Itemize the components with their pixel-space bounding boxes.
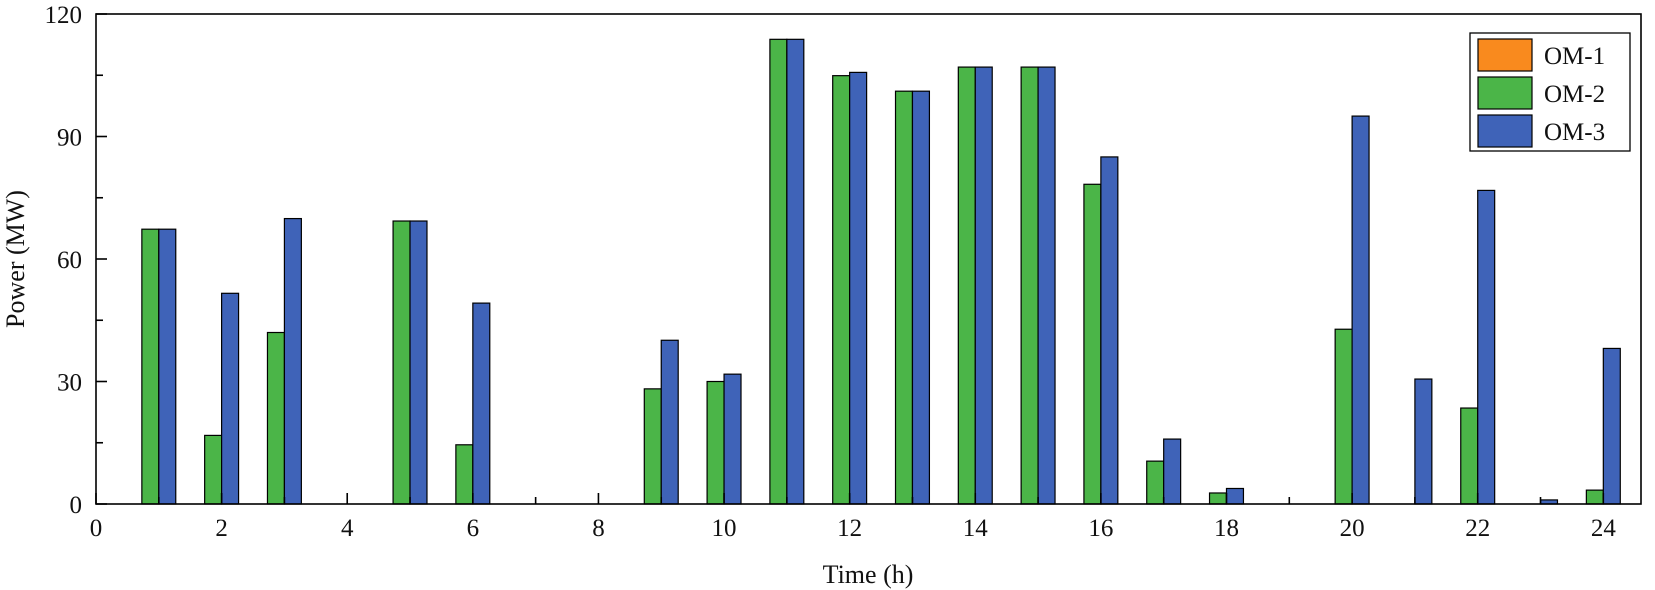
x-tick-label: 4 <box>341 515 354 542</box>
bar-om-2-t2 <box>204 434 223 505</box>
bar-om-3-t10 <box>723 373 742 505</box>
bar-om-3-t17 <box>1163 438 1182 505</box>
bar-om-2-t10 <box>706 380 725 505</box>
bar-om-3-t1 <box>158 228 177 505</box>
x-tick-label: 16 <box>1088 515 1113 542</box>
bar-om-2-t15 <box>1020 66 1039 505</box>
x-tick-label: 12 <box>837 515 862 542</box>
x-tick-label: 10 <box>712 515 737 542</box>
y-tick-label: 60 <box>57 247 82 274</box>
legend-swatch-om-3 <box>1477 114 1533 148</box>
bar-om-3-t9 <box>660 339 679 505</box>
bar-om-3-t11 <box>786 38 805 505</box>
legend: OM-1 OM-2 OM-3 <box>1469 32 1631 152</box>
bar-om-2-t3 <box>266 331 286 505</box>
bar-om-2-t24 <box>1585 489 1604 505</box>
bar-om-3-t13 <box>911 90 931 505</box>
plot-frame <box>95 13 1642 505</box>
bar-om-2-t9 <box>643 388 662 505</box>
bars-layer <box>141 38 1621 505</box>
bar-om-3-t2 <box>221 292 240 505</box>
legend-swatch-om-2 <box>1477 76 1533 110</box>
bar-om-3-t5 <box>409 220 428 505</box>
bar-om-3-t6 <box>472 302 491 505</box>
y-tick-label: 30 <box>57 370 82 397</box>
bar-om-3-t22 <box>1477 189 1496 505</box>
y-tick-label: 90 <box>57 125 82 152</box>
bar-om-2-t1 <box>141 228 160 505</box>
y-tick-label: 120 <box>45 2 83 29</box>
x-tick-label: 14 <box>963 515 989 542</box>
x-tick-label: 6 <box>467 515 480 542</box>
bar-om-2-t6 <box>455 444 474 505</box>
x-tick-label: 22 <box>1465 515 1490 542</box>
bar-om-2-t12 <box>832 75 851 505</box>
x-tick-label: 2 <box>215 515 228 542</box>
x-tick-label: 20 <box>1340 515 1365 542</box>
bar-om-3-t12 <box>849 71 868 505</box>
x-tick-label: 24 <box>1591 515 1617 542</box>
x-tick-label: 8 <box>592 515 605 542</box>
bar-om-3-t24 <box>1602 347 1621 505</box>
legend-label-om-2: OM-2 <box>1544 81 1605 108</box>
bar-om-3-t14 <box>974 66 993 505</box>
bar-om-2-t11 <box>769 38 788 505</box>
legend-swatch-om-1 <box>1477 38 1533 72</box>
bar-om-3-t15 <box>1037 66 1056 505</box>
bar-om-2-t20 <box>1334 328 1353 505</box>
legend-label-om-1: OM-1 <box>1544 43 1605 70</box>
bar-om-2-t5 <box>392 220 411 505</box>
bar-om-3-t20 <box>1351 115 1370 505</box>
bar-om-3-t16 <box>1100 156 1119 505</box>
x-tick-label: 18 <box>1214 515 1239 542</box>
bar-om-3-t18 <box>1225 487 1245 505</box>
bar-om-2-t18 <box>1208 492 1228 505</box>
y-axis-title: Power (MW) <box>1 190 30 328</box>
bar-om-2-t14 <box>957 66 976 505</box>
legend-label-om-3: OM-3 <box>1544 119 1605 146</box>
x-tick-label: 0 <box>90 515 103 542</box>
x-axis-title: Time (h) <box>823 560 914 589</box>
bar-om-3-t3 <box>283 217 302 505</box>
bar-om-2-t13 <box>894 90 914 505</box>
bar-om-2-t17 <box>1146 460 1165 505</box>
y-tick-label: 0 <box>70 492 83 519</box>
bar-om-2-t22 <box>1460 407 1479 505</box>
bar-om-3-t21 <box>1414 378 1433 505</box>
bar-om-2-t16 <box>1083 183 1102 505</box>
